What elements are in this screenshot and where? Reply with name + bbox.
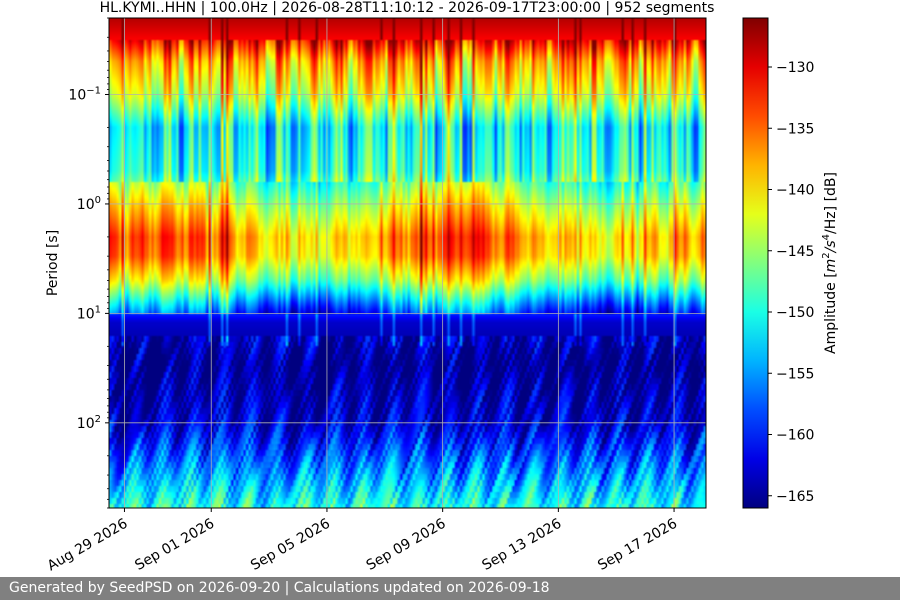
- heatmap-image: [109, 18, 706, 508]
- x-tick-label: Sep 13 2026: [480, 516, 565, 574]
- y-tick-label: 102: [77, 414, 101, 432]
- colorbar-tick-label: −150: [776, 305, 814, 321]
- x-tick-label: Sep 17 2026: [595, 516, 680, 574]
- gridlines: [109, 18, 706, 508]
- chart-title: HL.KYMI..HHN | 100.0Hz | 2026-08-28T11:1…: [100, 0, 715, 16]
- colorbar-tick-label: −130: [776, 60, 814, 76]
- colorbar-tick-label: −140: [776, 183, 814, 199]
- x-tick-label: Sep 01 2026: [132, 516, 217, 574]
- colorbar: −130 −135 −140 −145 −150 −155 −160 −165 Amplitu…: [742, 17, 839, 509]
- plot-frame: [108, 17, 707, 509]
- colorbar-gradient: [742, 17, 769, 509]
- x-tick-label: Sep 09 2026: [364, 516, 449, 574]
- colorbar-ticks: −130 −135 −140 −145 −150 −155 −160 −165: [768, 60, 814, 505]
- y-tick-label: 10−1: [68, 85, 101, 103]
- colorbar-tick-label: −145: [776, 244, 814, 260]
- x-axis: Aug 29 2026 Sep 01 2026 Sep 05 2026 Sep 09 …: [45, 508, 680, 574]
- x-tick-label: Aug 29 2026: [45, 516, 131, 575]
- y-axis: 10−1 100 101 102: [68, 17, 109, 509]
- colorbar-tick-label: −135: [776, 121, 814, 137]
- plot-area: [108, 17, 707, 509]
- y-axis-label: Period [s]: [45, 230, 61, 296]
- colorbar-tick-label: −160: [776, 428, 814, 444]
- colorbar-tick-label: −155: [776, 366, 814, 382]
- colorbar-label: Amplitude [m2/s4/Hz] [dB]: [821, 172, 839, 354]
- y-tick-label: 100: [77, 195, 101, 213]
- colorbar-tick-label: −165: [776, 489, 814, 505]
- y-tick-label: 101: [77, 304, 101, 322]
- x-tick-label: Sep 05 2026: [248, 516, 333, 574]
- footer-banner: Generated by SeedPSD on 2026-09-20 | Cal…: [0, 577, 900, 600]
